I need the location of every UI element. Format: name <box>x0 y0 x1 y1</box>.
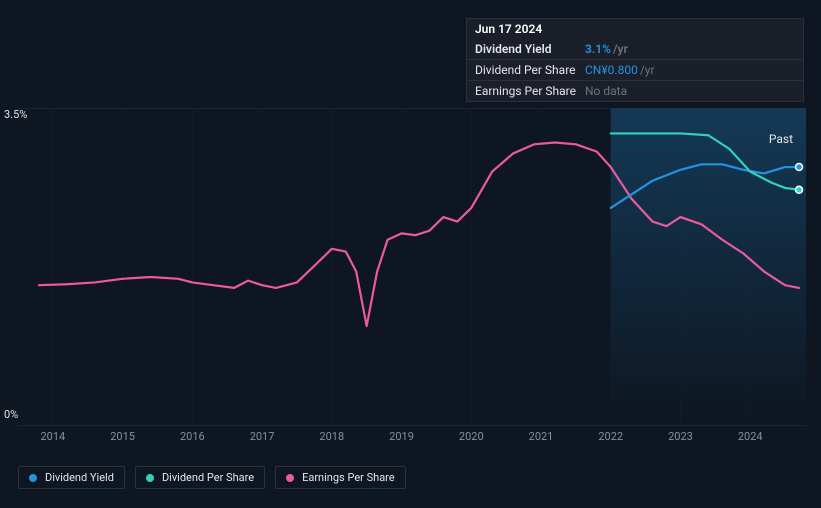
x-axis-tick: 2014 <box>40 430 65 443</box>
x-axis-tick: 2018 <box>319 430 344 443</box>
legend-label: Earnings Per Share <box>302 471 395 484</box>
x-axis-tick: 2021 <box>529 430 554 443</box>
legend-dot-icon <box>146 474 154 482</box>
tooltip-row-value: No data <box>585 84 627 98</box>
chart-container: Jun 17 2024 Dividend Yield3.1% /yrDivide… <box>0 0 821 508</box>
legend-item[interactable]: Dividend Per Share <box>135 466 265 489</box>
tooltip-date: Jun 17 2024 <box>475 22 542 36</box>
x-axis-tick: 2020 <box>459 430 484 443</box>
chart-svg <box>18 108 806 426</box>
x-axis-tick: 2022 <box>598 430 623 443</box>
chart-tooltip: Jun 17 2024 Dividend Yield3.1% /yrDivide… <box>466 18 804 102</box>
y-axis-label-min: 0% <box>4 408 18 421</box>
tooltip-row-label: Dividend Yield <box>475 42 585 56</box>
x-axis-tick: 2015 <box>110 430 135 443</box>
x-axis-tick: 2017 <box>250 430 275 443</box>
tooltip-row-value: CN¥0.800 <box>585 63 638 77</box>
x-axis-tick: 2024 <box>738 430 763 443</box>
x-axis-tick: 2016 <box>180 430 205 443</box>
legend: Dividend Yield Dividend Per Share Earnings… <box>18 466 406 489</box>
tooltip-row-unit: /yr <box>640 63 655 77</box>
x-axis-tick: 2019 <box>389 430 414 443</box>
x-axis-tick: 2023 <box>668 430 693 443</box>
tooltip-row-label: Dividend Per Share <box>475 63 585 77</box>
tooltip-row-unit: /yr <box>613 42 628 56</box>
tooltip-row: Earnings Per ShareNo data <box>467 80 803 101</box>
legend-label: Dividend Per Share <box>162 471 254 484</box>
legend-label: Dividend Yield <box>45 471 114 484</box>
legend-dot-icon <box>29 474 37 482</box>
past-label: Past <box>769 132 793 146</box>
tooltip-row: Dividend Per ShareCN¥0.800 /yr <box>467 59 803 80</box>
tooltip-row-label: Earnings Per Share <box>475 84 585 98</box>
tooltip-row: Dividend Yield3.1% /yr <box>467 39 803 59</box>
x-axis: 2014 2015 2016 2017 2018 2019 2020 2021 2022 2023… <box>18 430 806 450</box>
tooltip-date-row: Jun 17 2024 <box>467 19 803 39</box>
legend-dot-icon <box>286 474 294 482</box>
chart-plot-area[interactable] <box>18 108 806 426</box>
legend-item[interactable]: Earnings Per Share <box>275 466 406 489</box>
tooltip-row-value: 3.1% <box>585 42 611 56</box>
legend-item[interactable]: Dividend Yield <box>18 466 125 489</box>
